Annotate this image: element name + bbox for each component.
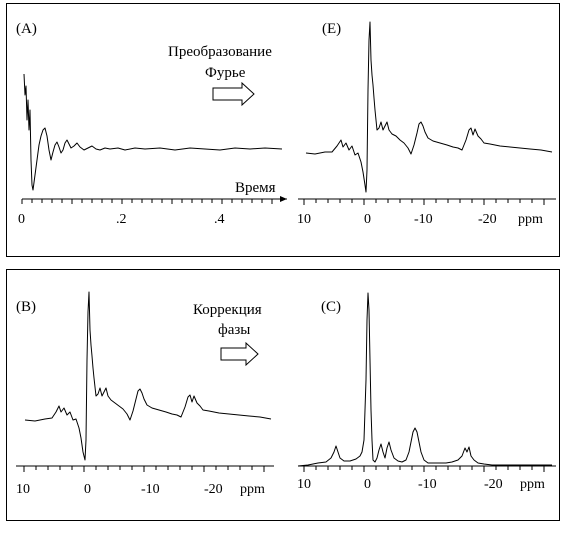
phase-label-line2: фазы bbox=[218, 322, 250, 338]
panel-c-label: (C) bbox=[321, 299, 341, 315]
phase-label-line1: Коррекция bbox=[193, 302, 262, 318]
panel-c-tick-10: 10 bbox=[297, 477, 311, 492]
phase-correction-annotation: Коррекция фазы bbox=[193, 302, 262, 367]
panel-b-tick-0: 0 bbox=[84, 482, 91, 497]
panel-b-label: (B) bbox=[16, 299, 36, 315]
panel-c-unit: ppm bbox=[520, 477, 545, 492]
panel-c: (C) 10 0 -10 -20 bbox=[297, 292, 556, 492]
panel-e-minor-ticks bbox=[303, 199, 545, 205]
panel-a-axis-title: Время bbox=[235, 180, 276, 196]
bottom-frame bbox=[6, 269, 560, 521]
panel-b: (B) 10 0 -10 -20 bbox=[16, 291, 274, 497]
panel-b-tick-minus20: -20 bbox=[204, 482, 223, 497]
panel-b-unit: ppm bbox=[240, 482, 265, 497]
panel-a: (A) bbox=[16, 21, 287, 227]
panel-e-unit: ppm bbox=[518, 212, 543, 227]
top-frame bbox=[6, 3, 560, 257]
panel-a-label: (A) bbox=[16, 21, 37, 37]
panel-a-tick-2: .4 bbox=[214, 212, 225, 227]
panel-c-spectrum-trace bbox=[297, 292, 552, 467]
panel-e-tick-10: 10 bbox=[297, 212, 311, 227]
panel-a-fid-trace bbox=[23, 73, 283, 191]
panel-a-minor-ticks bbox=[21, 199, 273, 204]
panel-b-tick-10: 10 bbox=[16, 482, 30, 497]
panel-e-label: (E) bbox=[322, 21, 341, 37]
panel-b-tick-minus10: -10 bbox=[141, 482, 160, 497]
panel-a-tick-0: 0 bbox=[18, 212, 25, 227]
panel-b-spectrum-trace bbox=[24, 291, 272, 461]
panel-c-tick-minus20: -20 bbox=[484, 477, 503, 492]
panel-e-tick-minus20: -20 bbox=[478, 212, 497, 227]
panel-e-tick-0: 0 bbox=[364, 212, 371, 227]
panel-e-tick-minus10: -10 bbox=[414, 212, 433, 227]
panel-b-minor-ticks bbox=[23, 466, 265, 472]
phase-arrow-icon bbox=[220, 341, 259, 367]
panel-c-tick-minus10: -10 bbox=[418, 477, 437, 492]
panel-c-tick-0: 0 bbox=[364, 477, 371, 492]
panel-a-tick-1: .2 bbox=[116, 212, 127, 227]
fourier-transform-annotation: Преобразование Фурье bbox=[168, 44, 272, 107]
fourier-label-line1: Преобразование bbox=[168, 44, 272, 60]
panel-c-minor-ticks bbox=[303, 466, 545, 472]
panel-e: (E) 10 0 -10 -20 bbox=[297, 21, 556, 227]
panel-e-spectrum-trace bbox=[305, 21, 553, 193]
fourier-label-line2: Фурье bbox=[205, 65, 246, 81]
fourier-arrow-icon bbox=[212, 81, 255, 107]
